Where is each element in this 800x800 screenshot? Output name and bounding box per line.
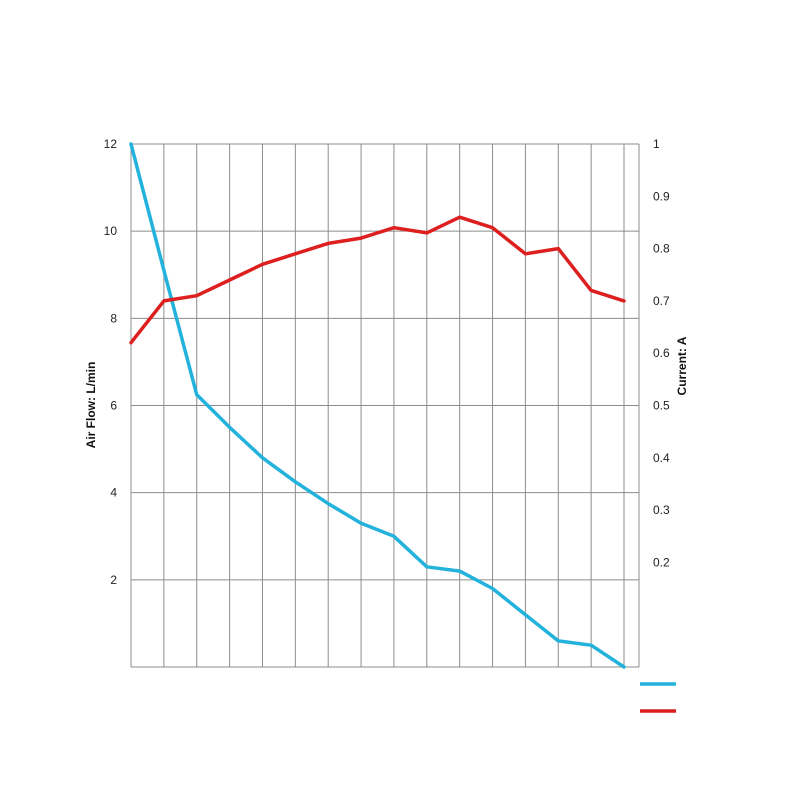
current-series-line: [129, 215, 626, 345]
right-tick-label: 0.4: [653, 451, 670, 465]
left-axis-ticks: 2 4 6 8 10 12: [104, 137, 118, 587]
right-tick-label: 0.2: [653, 555, 670, 569]
right-axis-title: Current: A: [675, 336, 689, 395]
left-tick-label: 6: [110, 399, 117, 413]
airflow-series-line: [129, 142, 626, 669]
left-tick-label: 2: [110, 573, 117, 587]
right-tick-label: 0.3: [653, 503, 670, 517]
right-tick-label: 0.5: [653, 399, 670, 413]
right-axis-ticks: 0.2 0.3 0.4 0.5 0.6 0.7 0.8 0.9 1: [653, 137, 670, 569]
left-tick-label: 12: [104, 137, 118, 151]
series-lines: [129, 142, 626, 669]
legend: [640, 682, 676, 713]
left-tick-label: 8: [110, 311, 117, 325]
grid: [130, 143, 640, 668]
right-tick-label: 0.9: [653, 189, 670, 203]
right-tick-label: 0.8: [653, 242, 670, 256]
left-tick-label: 4: [110, 486, 117, 500]
left-tick-label: 10: [104, 224, 118, 238]
right-tick-label: 0.7: [653, 294, 670, 308]
right-tick-label: 1: [653, 137, 660, 151]
right-tick-label: 0.6: [653, 346, 670, 360]
left-axis-title: Air Flow: L/min: [84, 362, 98, 449]
